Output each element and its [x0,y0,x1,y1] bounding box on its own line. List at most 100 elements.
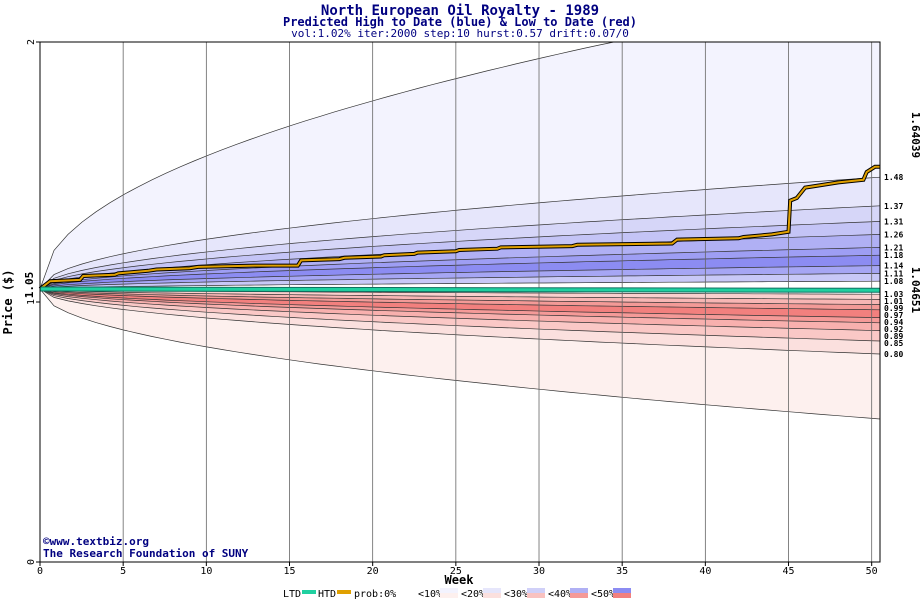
high-band-2 [40,205,880,289]
right-label-1.37: 1.37 [884,202,903,211]
y-tick-label-0: 0 [26,559,37,565]
low-band-2 [40,289,880,341]
y-tick-label-2: 2 [26,39,37,45]
right-label-1.48: 1.48 [884,173,903,182]
legend-prob0-swatch-top [398,588,416,593]
high-band-6 [40,255,880,289]
legend-htd-label: HTD [318,589,336,600]
right-label-1.14: 1.14 [884,262,903,271]
start-price-label: 1.05 [23,272,36,299]
low-band-7 [40,289,880,305]
right-label-1.08: 1.08 [884,277,903,286]
high-band-edge-8 [39,273,881,290]
low-band-6 [40,289,880,310]
low-band-3 [40,289,880,331]
right-label-0.92: 0.92 [884,325,903,334]
right-label-0.80: 0.80 [884,350,903,359]
legend-p50-swatch-top [613,588,631,593]
right-label-1.31: 1.31 [884,217,903,226]
right-label-0.89: 0.89 [884,332,903,341]
htd-line [39,165,880,290]
credit-url: ©www.textbiz.org [43,535,149,548]
right-label-0.85: 0.85 [884,339,903,348]
legend-p10-label: <10% [418,589,442,600]
high-band-edge-7 [39,265,881,290]
chart-subtitle: Predicted High to Date (blue) & Low to D… [283,15,637,29]
high-band-4 [40,234,880,289]
low-band-edge-8 [39,288,881,300]
legend-p40-swatch-top [570,588,588,593]
legend-p30-swatch-bottom [527,593,545,598]
x-tick-label-10: 10 [200,566,212,577]
high-band-edge-1 [39,176,881,290]
low-band-edge-0 [39,288,881,420]
right-label-1.26: 1.26 [884,230,903,239]
high-band-0 [40,42,880,289]
x-tick-label-30: 30 [533,566,545,577]
high-band-edge-5 [39,247,881,290]
chart-title: North European Oil Royalty - 1989 [321,3,599,19]
low-band-edge-1 [39,288,881,355]
x-axis-label: Week [445,573,475,587]
legend-prob0-label: prob:0% [354,589,396,600]
ltd-final-label: 1.04651 [909,267,920,314]
legend-ltd-swatch [302,590,316,594]
y-axis-ticks: 0 1 2 [26,39,40,565]
x-tick-label-50: 50 [866,566,878,577]
high-band-edge-9 [39,280,881,290]
legend-p40-swatch-bottom [570,593,588,598]
grid-lines [122,42,873,562]
high-band-5 [40,247,880,289]
legend-p50-swatch-bottom [613,593,631,598]
legend-htd-swatch [337,590,351,594]
legend-p30-swatch-top [527,588,545,593]
legend-p10-swatch-top [440,588,458,593]
right-label-1.03: 1.03 [884,290,903,299]
y-tick-label-1: 1 [26,299,37,305]
right-value-labels: 1.48 1.37 1.31 1.26 1.211.18 1.141.111.08 1.03… [884,173,903,359]
probability-bands [39,41,881,420]
low-band-4 [40,289,880,323]
high-band-3 [40,221,880,289]
low-band-edge-6 [39,288,881,311]
x-tick-label-40: 40 [699,566,711,577]
x-tick-label-15: 15 [283,566,295,577]
y-axis-label: Price ($) [1,269,15,334]
low-band-1 [40,289,880,354]
low-band-edge-2 [39,288,881,342]
credit-org: The Research Foundation of SUNY [43,547,249,560]
high-band-edge-2 [39,205,881,290]
legend-p10-swatch-bottom [440,593,458,598]
x-tick-label-5: 5 [120,566,126,577]
legend-p50-label: <50% [591,589,615,600]
right-label-1.11: 1.11 [884,269,903,278]
legend-p30-label: <30% [504,589,528,600]
x-tick-label-25: 25 [450,566,462,577]
low-band-edge-7 [39,288,881,305]
right-label-1.21: 1.21 [884,243,903,252]
high-band-1 [40,177,880,289]
legend-p40-label: <40% [548,589,572,600]
low-band-edge-5 [39,288,881,318]
right-label-0.94: 0.94 [884,318,903,327]
x-tick-label-45: 45 [782,566,794,577]
htd-final-label: 1.64039 [909,112,920,158]
low-band-5 [40,289,880,318]
x-tick-label-0: 0 [37,566,43,577]
right-label-0.99: 0.99 [884,304,903,313]
high-band-edge-3 [39,221,881,290]
x-axis-ticks: 0 5 10 15 20 25 30 35 40 45 50 [37,562,878,577]
high-band-edge-6 [39,254,881,290]
legend-p20-swatch-bottom [483,593,501,598]
right-label-0.97: 0.97 [884,311,903,320]
low-band-edge-4 [39,288,881,324]
legend-p20-label: <20% [461,589,485,600]
legend-p20-swatch-top [483,588,501,593]
low-band-edge-3 [39,288,881,331]
high-band-7 [40,265,880,289]
legend: LTD HTD prob:0% <10% <20% <30% <40% <50% [283,588,631,600]
right-label-1.18: 1.18 [884,251,903,260]
x-tick-label-20: 20 [367,566,379,577]
x-tick-label-35: 35 [616,566,628,577]
